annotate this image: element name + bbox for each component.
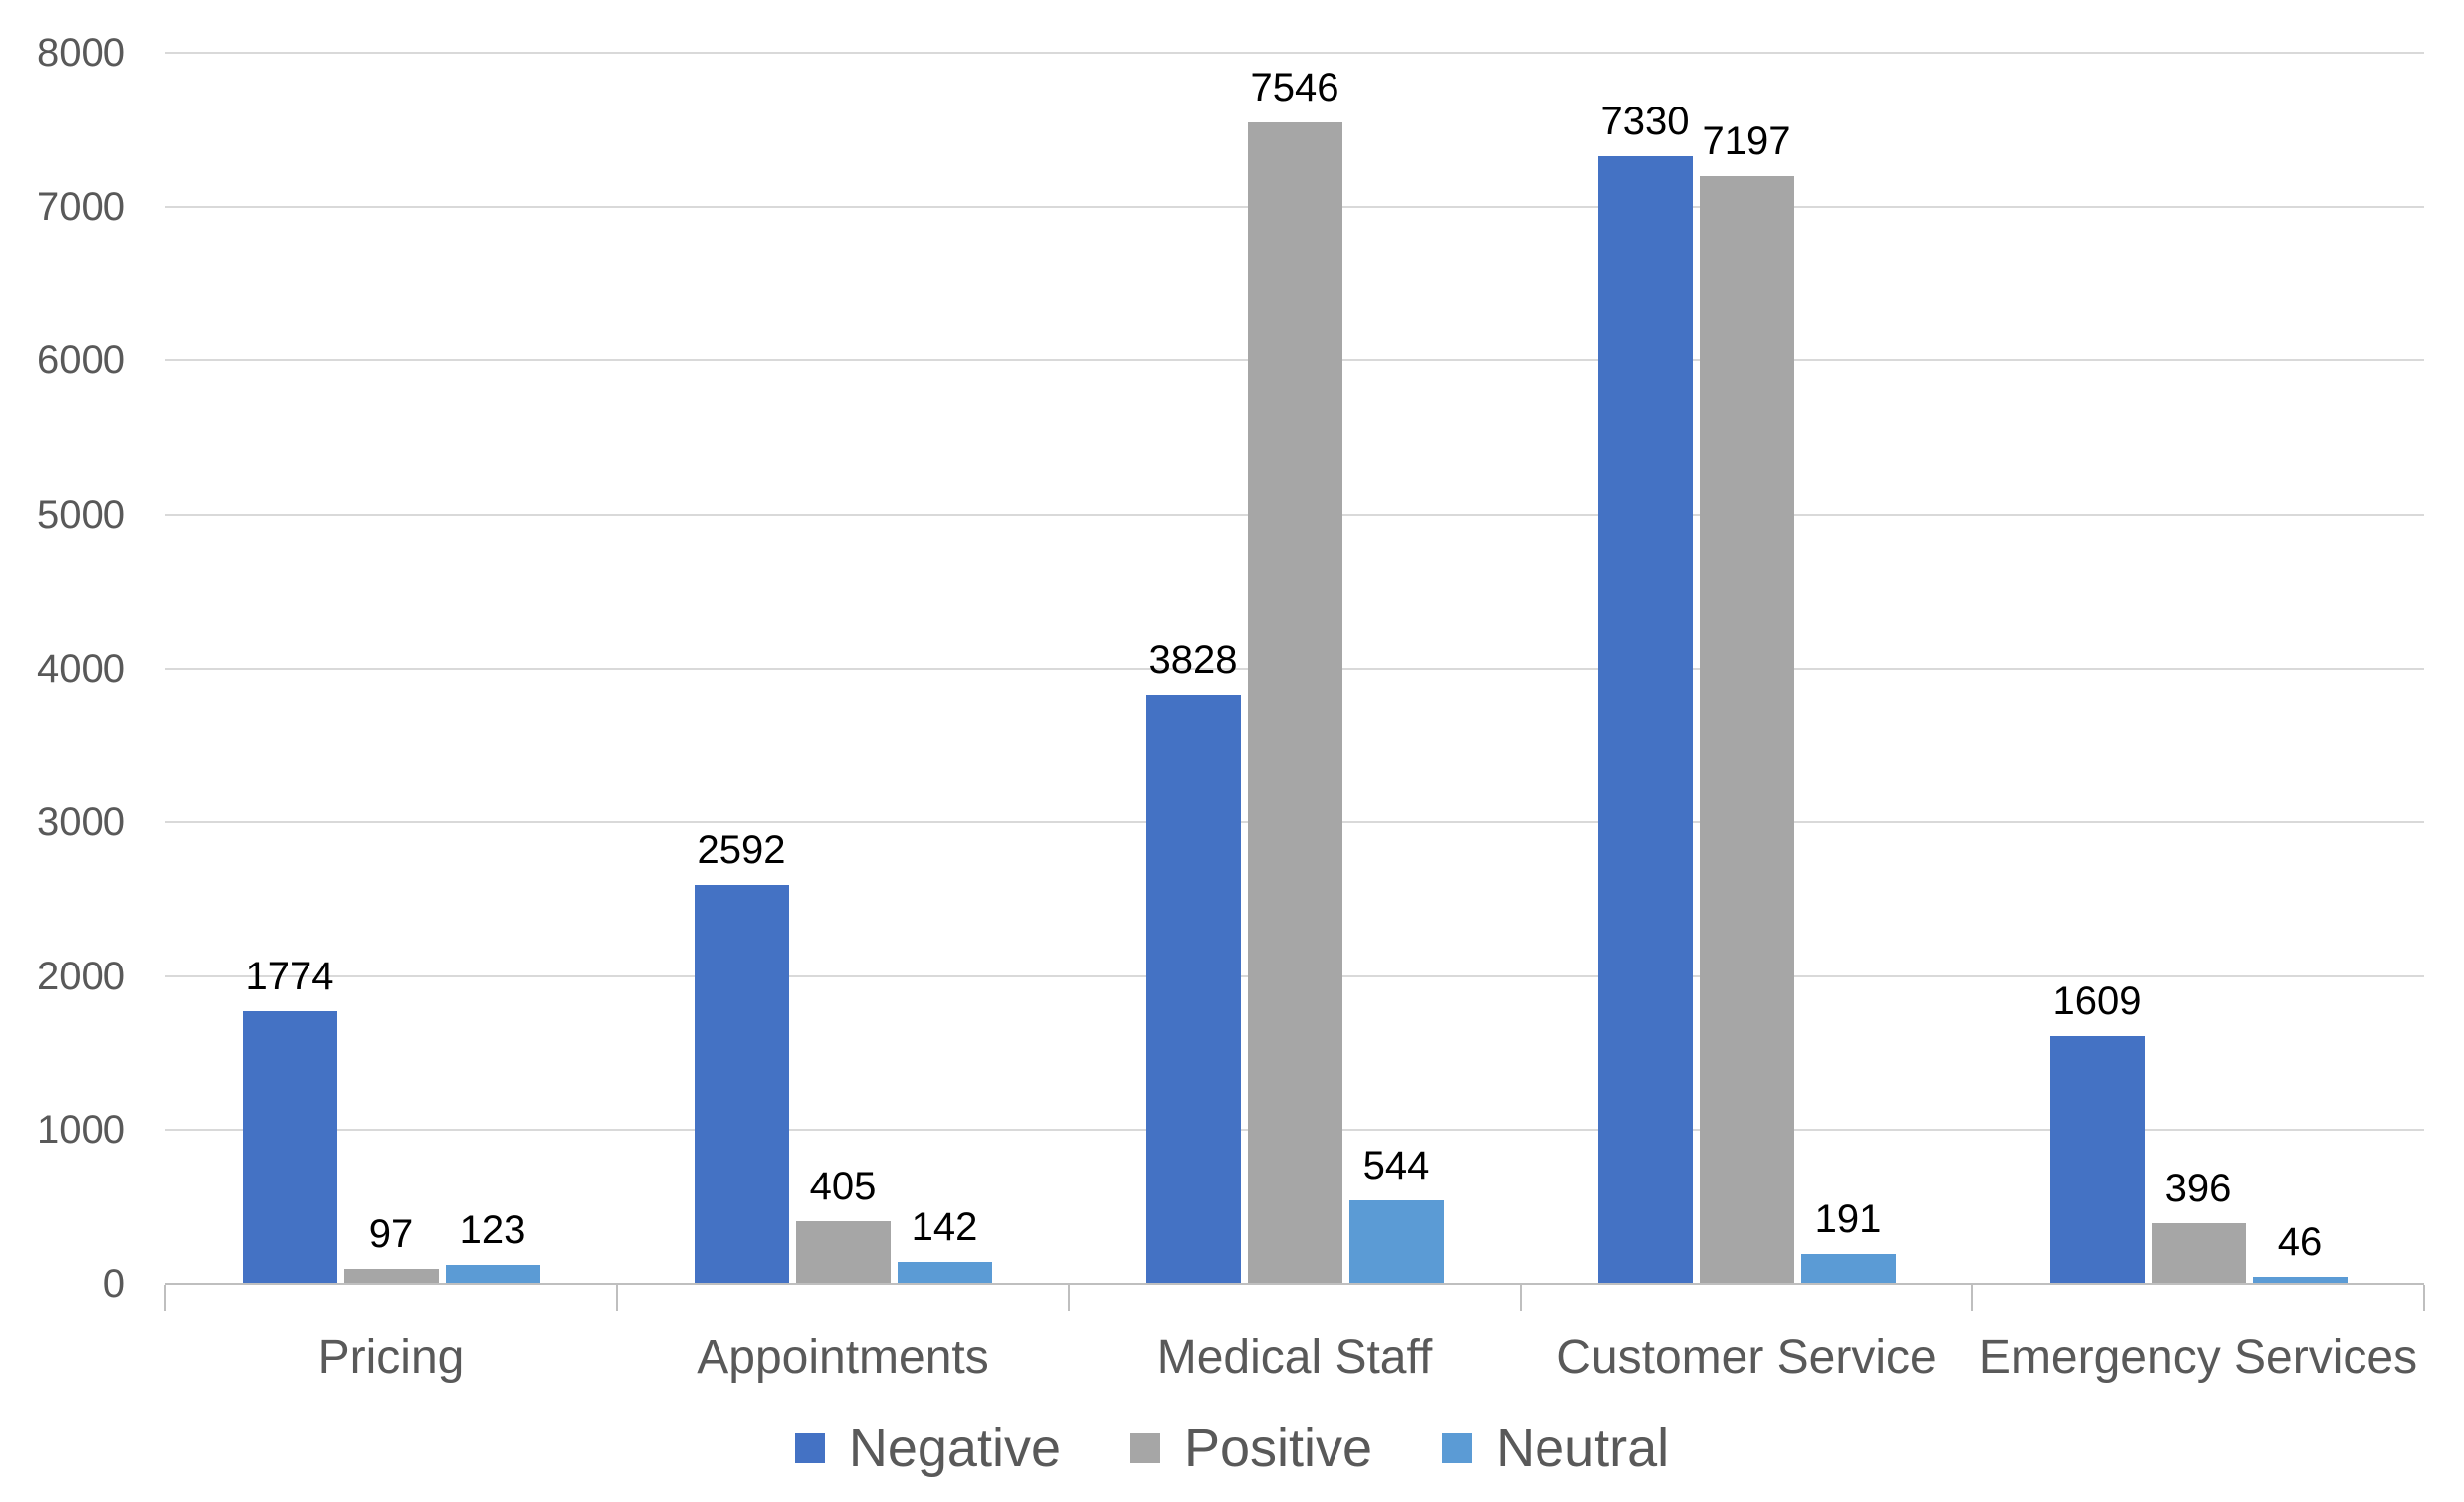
bar-group-customer-service: 7330 7197 191	[1521, 53, 1972, 1284]
data-label-negative-appointments: 2592	[697, 828, 786, 873]
category-label-appointments: Appointments	[697, 1331, 989, 1384]
bar-groups: 1774 97 123 2592 405 142 3828 7546 544 7330 7197 19…	[165, 53, 2424, 1284]
bar-positive-customer-service	[1699, 176, 1794, 1284]
bar-negative-emergency-services	[2049, 1036, 2145, 1284]
y-tick-label-6000: 6000	[37, 338, 125, 383]
data-label-positive-customer-service: 7197	[1702, 119, 1791, 164]
data-label-positive-pricing: 97	[368, 1212, 414, 1257]
x-axis-tick-3	[1520, 1285, 1522, 1311]
bar-neutral-pricing	[445, 1264, 540, 1284]
data-label-negative-emergency-services: 1609	[2052, 979, 2142, 1024]
bar-positive-emergency-services	[2151, 1222, 2246, 1284]
category-label-medical-staff: Medical Staff	[1156, 1331, 1433, 1384]
x-axis-tick-2	[1068, 1285, 1070, 1311]
x-axis-tick-1	[616, 1285, 618, 1311]
x-axis-line	[165, 1283, 2424, 1285]
bar-col-negative-customer-service: 7330	[1597, 53, 1693, 1284]
y-tick-label-5000: 5000	[37, 492, 125, 536]
bar-col-positive-customer-service: 7197	[1699, 53, 1794, 1284]
data-label-neutral-pricing: 123	[459, 1207, 526, 1252]
data-label-negative-medical-staff: 3828	[1148, 638, 1238, 683]
x-axis-tick-0	[164, 1285, 166, 1311]
bar-col-positive-appointments: 405	[795, 53, 891, 1284]
data-label-negative-customer-service: 7330	[1600, 99, 1690, 143]
y-tick-label-0: 0	[103, 1262, 125, 1306]
bar-col-neutral-emergency-services: 46	[2252, 53, 2348, 1284]
bar-col-negative-pricing: 1774	[242, 53, 337, 1284]
bar-col-neutral-pricing: 123	[445, 53, 540, 1284]
bar-col-positive-medical-staff: 7546	[1247, 53, 1342, 1284]
legend-label-neutral: Neutral	[1496, 1418, 1670, 1478]
bar-col-neutral-medical-staff: 544	[1348, 53, 1444, 1284]
data-label-neutral-emergency-services: 46	[2277, 1219, 2323, 1264]
bar-col-neutral-customer-service: 191	[1800, 53, 1896, 1284]
bar-col-positive-emergency-services: 396	[2151, 53, 2246, 1284]
bar-col-negative-appointments: 2592	[694, 53, 789, 1284]
y-tick-label-7000: 7000	[37, 184, 125, 229]
data-label-positive-appointments: 405	[809, 1165, 877, 1209]
bar-col-negative-medical-staff: 3828	[1145, 53, 1241, 1284]
bar-neutral-customer-service	[1800, 1254, 1896, 1284]
data-label-positive-medical-staff: 7546	[1250, 66, 1339, 110]
bar-negative-appointments	[694, 885, 789, 1284]
bar-col-negative-emergency-services: 1609	[2049, 53, 2145, 1284]
gridline-8000	[165, 52, 2424, 54]
data-label-neutral-medical-staff: 544	[1362, 1143, 1430, 1187]
legend-marker-positive-icon	[1129, 1433, 1160, 1463]
bar-neutral-medical-staff	[1348, 1199, 1444, 1284]
y-tick-label-3000: 3000	[37, 800, 125, 845]
legend-label-positive: Positive	[1183, 1418, 1373, 1478]
bar-positive-medical-staff	[1247, 122, 1342, 1284]
y-tick-label-2000: 2000	[37, 954, 125, 998]
bar-group-emergency-services: 1609 396 46	[1972, 53, 2424, 1284]
bar-positive-pricing	[343, 1269, 439, 1284]
data-label-positive-emergency-services: 396	[2164, 1166, 2232, 1210]
bar-col-positive-pricing: 97	[343, 53, 439, 1284]
y-tick-label-8000: 8000	[37, 31, 125, 75]
category-labels: Pricing Appointments Medical Staff Customer…	[165, 1330, 2424, 1386]
bar-group-medical-staff: 3828 7546 544	[1069, 53, 1521, 1284]
bar-negative-pricing	[242, 1010, 337, 1284]
data-label-negative-pricing: 1774	[245, 954, 334, 998]
bar-negative-medical-staff	[1145, 695, 1241, 1284]
data-label-neutral-customer-service: 191	[1814, 1197, 1882, 1242]
y-tick-label-4000: 4000	[37, 646, 125, 691]
bar-col-neutral-appointments: 142	[897, 53, 992, 1284]
category-label-emergency-services: Emergency Services	[1978, 1331, 2418, 1384]
bar-neutral-appointments	[897, 1262, 992, 1284]
legend-marker-neutral-icon	[1442, 1433, 1473, 1463]
x-axis-tick-4	[1971, 1285, 1973, 1311]
legend-item-negative: Negative	[794, 1417, 1061, 1479]
bar-positive-appointments	[795, 1221, 891, 1284]
bar-group-appointments: 2592 405 142	[617, 53, 1069, 1284]
legend-item-positive: Positive	[1129, 1417, 1373, 1479]
bar-negative-customer-service	[1597, 155, 1693, 1284]
bar-group-pricing: 1774 97 123	[165, 53, 617, 1284]
x-axis-tick-5	[2423, 1285, 2425, 1311]
y-tick-label-1000: 1000	[37, 1108, 125, 1153]
plot-area: 1774 97 123 2592 405 142 3828 7546 544 7330 7197 19…	[165, 52, 2424, 1284]
data-label-neutral-appointments: 142	[911, 1205, 978, 1250]
bar-neutral-emergency-services	[2252, 1276, 2348, 1284]
category-label-customer-service: Customer Service	[1556, 1331, 1937, 1384]
legend: Negative Positive Neutral	[0, 1417, 2464, 1479]
legend-item-neutral: Neutral	[1442, 1417, 1669, 1479]
legend-label-negative: Negative	[848, 1418, 1061, 1478]
category-label-pricing: Pricing	[317, 1331, 465, 1384]
legend-marker-negative-icon	[794, 1433, 825, 1463]
